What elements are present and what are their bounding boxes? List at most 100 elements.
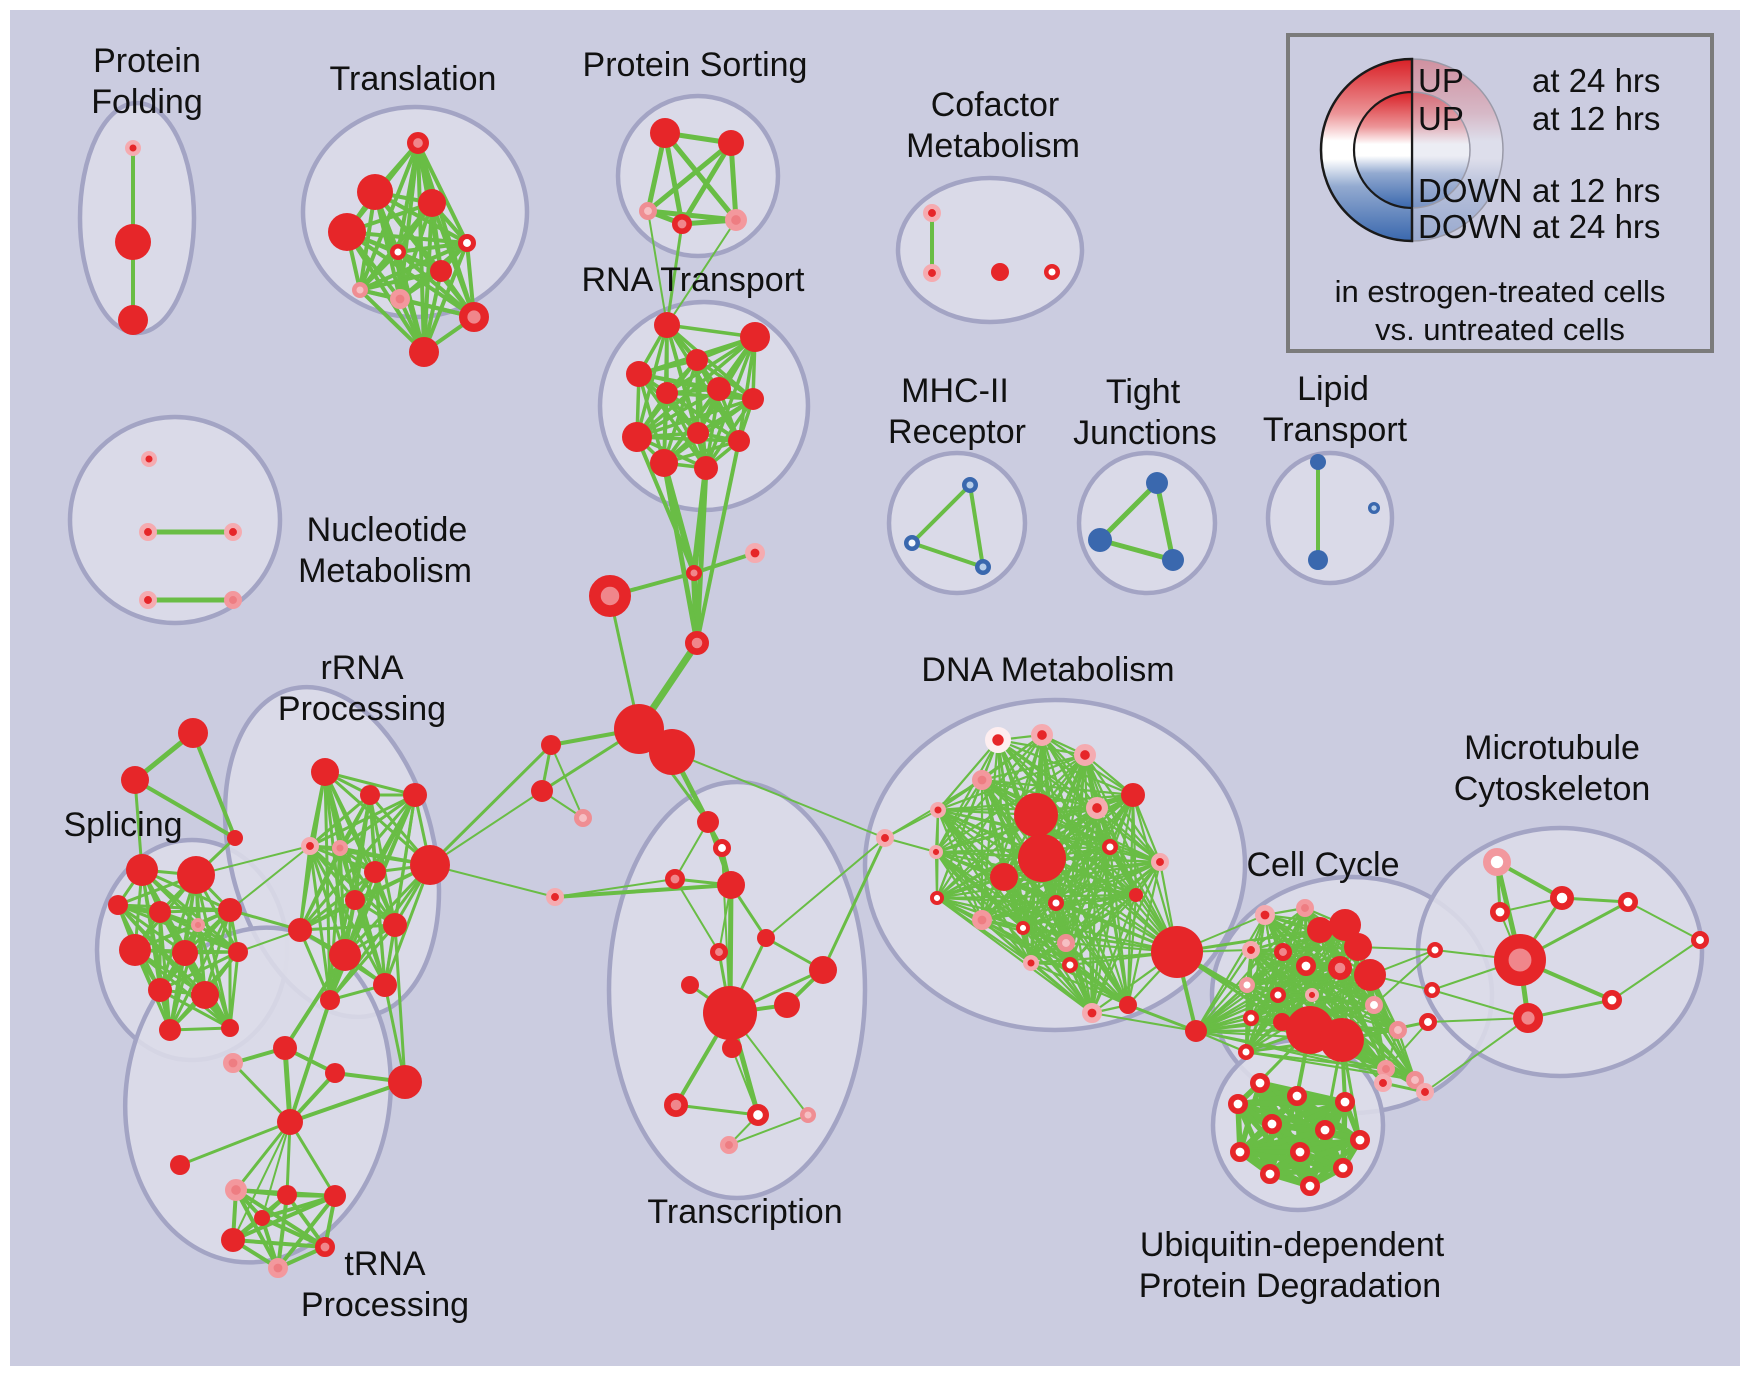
network-edge <box>645 208 739 223</box>
network-edge <box>1034 813 1162 864</box>
cluster-label: Protein <box>93 42 201 80</box>
network-edge <box>1029 961 1094 1015</box>
network-node <box>1047 894 1064 911</box>
network-node <box>1242 1009 1259 1026</box>
network-edge <box>934 806 1099 854</box>
network-node <box>389 288 410 309</box>
network-node <box>757 929 775 947</box>
network-node <box>300 837 319 856</box>
network-edge <box>980 778 1135 797</box>
cluster-label: Processing <box>301 1286 469 1324</box>
network-node <box>1043 263 1060 280</box>
network-edge <box>338 793 417 850</box>
network-edge <box>1021 926 1094 1015</box>
network-node <box>121 766 149 794</box>
network-node <box>1374 1074 1393 1093</box>
network-edge <box>934 850 939 900</box>
network-edge <box>821 836 887 972</box>
network-node <box>159 1019 181 1041</box>
network-edge <box>968 483 985 569</box>
cluster-label: Translation <box>330 60 497 98</box>
cluster-label: tRNA <box>344 1245 426 1283</box>
network-edge <box>358 269 443 292</box>
network-edge <box>298 870 377 932</box>
layer-nodes <box>108 118 1710 1279</box>
network-edge <box>429 790 543 866</box>
legend-row-time: at 24 hrs <box>1532 62 1660 99</box>
network-edge <box>1021 845 1112 930</box>
cluster-ellipse-nucleotide-metabolism <box>67 414 283 626</box>
network-edge <box>298 923 397 932</box>
network-edge <box>1385 1021 1429 1070</box>
network-node <box>119 934 151 966</box>
network-edge <box>980 753 1087 782</box>
network-node <box>1389 1021 1408 1040</box>
network-node <box>1691 931 1710 950</box>
network-node <box>1344 933 1372 961</box>
network-node <box>1230 1142 1251 1163</box>
network-node <box>373 973 397 997</box>
network-node <box>809 956 837 984</box>
network-edge <box>298 863 432 932</box>
network-node <box>1300 1176 1321 1197</box>
network-edge <box>1267 1165 1346 1177</box>
network-node <box>1549 885 1574 910</box>
legend-row-direction: UP <box>1418 100 1464 137</box>
network-node <box>459 302 490 333</box>
network-node <box>388 1065 422 1099</box>
network-node <box>228 942 248 962</box>
cluster-label: Metabolism <box>906 127 1080 165</box>
network-edge <box>231 1194 337 1242</box>
network-edge <box>665 222 684 327</box>
legend-caption: in estrogen-treated cells <box>1335 274 1666 309</box>
network-node <box>1088 528 1112 552</box>
network-node <box>118 305 148 335</box>
network-node <box>742 388 764 410</box>
network-edge <box>323 770 432 867</box>
network-edge <box>1131 793 1162 864</box>
network-edge <box>283 953 347 1050</box>
network-node <box>1377 1060 1396 1079</box>
network-edge <box>1095 806 1162 864</box>
network-node <box>254 1210 270 1226</box>
network-edge <box>229 845 311 911</box>
network-edge <box>1068 893 1138 967</box>
network-edge <box>1029 901 1058 965</box>
cluster-label: Tight <box>1106 373 1181 411</box>
network-node <box>1255 904 1276 925</box>
network-node <box>1262 1114 1283 1135</box>
network-edge <box>345 230 476 319</box>
network-node <box>277 1185 297 1205</box>
network-edge <box>358 250 400 292</box>
cluster-label: rRNA <box>320 649 403 687</box>
network-edge <box>231 1238 327 1249</box>
network-edge <box>1372 1003 1388 1071</box>
network-edge <box>308 793 372 848</box>
cluster-ellipse-mhc-ii-receptor <box>886 450 1028 596</box>
network-node <box>1423 981 1440 998</box>
network-node <box>656 382 678 404</box>
network-edge <box>935 896 1094 1015</box>
network-node <box>178 718 208 748</box>
network-node <box>929 801 946 818</box>
network-edge <box>308 844 347 957</box>
network-node <box>923 204 942 223</box>
network-node <box>687 422 709 444</box>
network-node <box>1016 921 1031 936</box>
network-node <box>141 450 158 467</box>
network-edge <box>308 793 417 848</box>
network-edge <box>694 465 709 646</box>
network-edge <box>553 883 733 899</box>
network-node <box>1250 1073 1271 1094</box>
cluster-label: Splicing <box>63 806 182 844</box>
network-node <box>1365 996 1384 1015</box>
network-node <box>1014 793 1058 837</box>
network-node <box>799 1106 816 1123</box>
network-node <box>409 337 439 367</box>
network-edge <box>765 837 886 939</box>
network-edge <box>1627 901 1701 941</box>
network-edge <box>429 864 556 898</box>
network-node <box>357 174 393 210</box>
network-edge <box>910 541 985 569</box>
